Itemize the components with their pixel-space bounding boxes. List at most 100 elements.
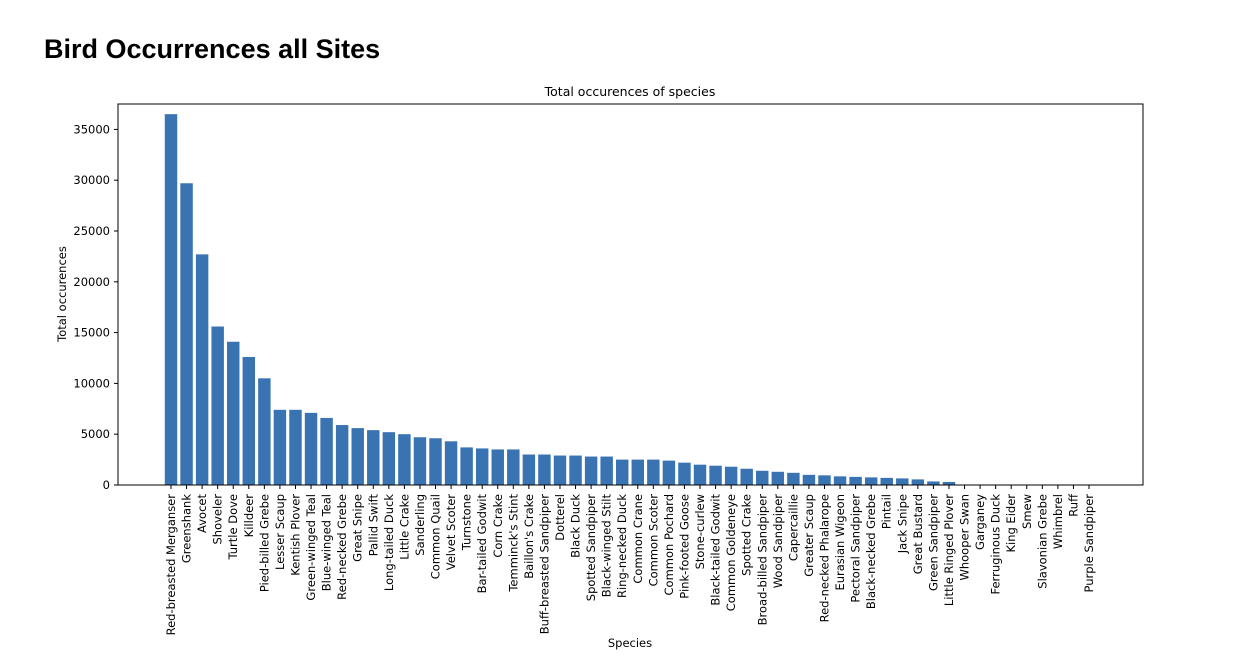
x-tick-label: Temminck's Stint [506,494,520,593]
bar [678,462,691,485]
y-tick-label: 0 [103,478,110,492]
bar [569,455,582,485]
page-heading: Bird Occurrences all Sites [44,34,381,64]
x-tick-label: Black-necked Grebe [864,494,878,609]
bar [382,432,396,485]
x-tick-label: Ruff [1066,493,1080,517]
x-tick-label: Shoveler [211,494,225,545]
x-tick-label: Common Scoter [646,494,660,587]
bar [709,465,722,485]
x-axis: Red-breasted Merganser Greenshank Avocet Sh… [164,485,1096,635]
bar [911,479,925,485]
x-tick-label: Pectoral Sandpiper [849,494,863,603]
bar [771,471,785,485]
bar [335,425,349,485]
x-tick-label: Garganey [973,494,987,550]
x-tick-label: Great Bustard [911,494,925,574]
x-tick-label: Ferruginous Duck [989,494,1003,595]
x-tick-label: Green Sandpiper [926,494,940,591]
bar [398,434,411,485]
bar [833,476,847,485]
x-tick-label: Great Snipe [351,494,365,562]
bar [475,448,489,485]
x-tick-label: Long-tailed Duck [382,494,396,591]
y-tick-label: 5000 [81,427,110,441]
bar [320,417,333,485]
x-tick-label: Greenshank [180,494,194,563]
x-tick-label: Ring-necked Duck [615,494,629,598]
x-tick-label: Baillon's Crake [522,494,536,579]
x-tick-label: Common Goldeneye [724,494,738,611]
x-tick-label: Stone-curlew [693,494,707,569]
x-tick-label: Whimbrel [1051,494,1065,549]
x-tick-label: Red-necked Grebe [335,494,349,600]
x-tick-label: Corn Crake [491,494,505,558]
bar [662,460,676,485]
x-tick-label: Red-breasted Merganser [164,494,178,636]
x-tick-label: Kentish Plover [288,494,302,576]
bar [864,477,878,485]
x-tick-label: Wood Sandpiper [771,494,785,589]
bar [802,474,816,485]
bar [927,481,940,485]
x-tick-label: Pintail [880,494,894,529]
bar [584,456,598,485]
bar [444,441,458,485]
bar [787,472,800,485]
bar [507,449,520,485]
x-tick-label: Jack Snipe [895,494,909,554]
bar [756,470,769,485]
y-tick-label: 20000 [73,275,110,289]
y-tick-label: 10000 [73,376,110,390]
x-tick-label: Common Pochard [662,494,676,596]
x-tick-label: Buff-breasted Sandpiper [537,494,551,634]
x-tick-label: Common Crane [631,494,645,584]
x-tick-label: Slavonian Grebe [1035,494,1049,589]
x-tick-label: Lesser Scaup [273,494,287,570]
bar [538,454,551,485]
bar [818,475,831,485]
bar [367,430,380,485]
bar [211,326,224,485]
x-tick-label: Capercaillie [786,494,800,561]
bars [164,114,1096,485]
bar [460,447,473,485]
x-tick-label: Red-necked Phalarope [817,494,831,622]
bar [724,466,738,485]
y-tick-label: 25000 [73,224,110,238]
bar [616,459,629,485]
bar [896,478,909,485]
x-tick-label: Little Ringed Plover [942,494,956,606]
bar [740,468,753,485]
y-tick-label: 15000 [73,326,110,340]
x-tick-label: Green-winged Teal [304,494,318,601]
x-tick-label: Eurasian Wigeon [833,494,847,591]
bar [195,254,209,485]
x-tick-label: Black-winged Stilt [600,494,614,598]
y-axis-label: Total occurences [55,246,69,343]
bar [631,459,645,485]
x-tick-label: Broad-billed Sandpiper [755,494,769,626]
x-tick-label: Avocet [195,494,209,533]
chart-title: Total occurences of species [544,84,716,99]
x-tick-label: Spotted Sandpiper [584,494,598,601]
x-tick-label: Bar-tailed Godwit [475,494,489,594]
bar [849,476,862,485]
bar [522,454,536,485]
x-tick-label: Spotted Crake [740,494,754,576]
x-axis-label: Species [608,636,652,650]
bar [304,412,318,485]
bar [942,481,956,485]
x-tick-label: Turnstone [460,494,474,551]
bar [180,183,193,485]
plot-frame [117,103,1144,486]
bar [273,409,287,485]
x-tick-label: Greater Scaup [802,494,816,577]
bar [693,464,707,485]
x-tick-label: Turtle Dove [226,494,240,561]
bar [289,409,302,485]
x-tick-label: Black Duck [569,494,583,558]
bar [258,378,271,485]
x-tick-label: Smew [1020,494,1034,529]
